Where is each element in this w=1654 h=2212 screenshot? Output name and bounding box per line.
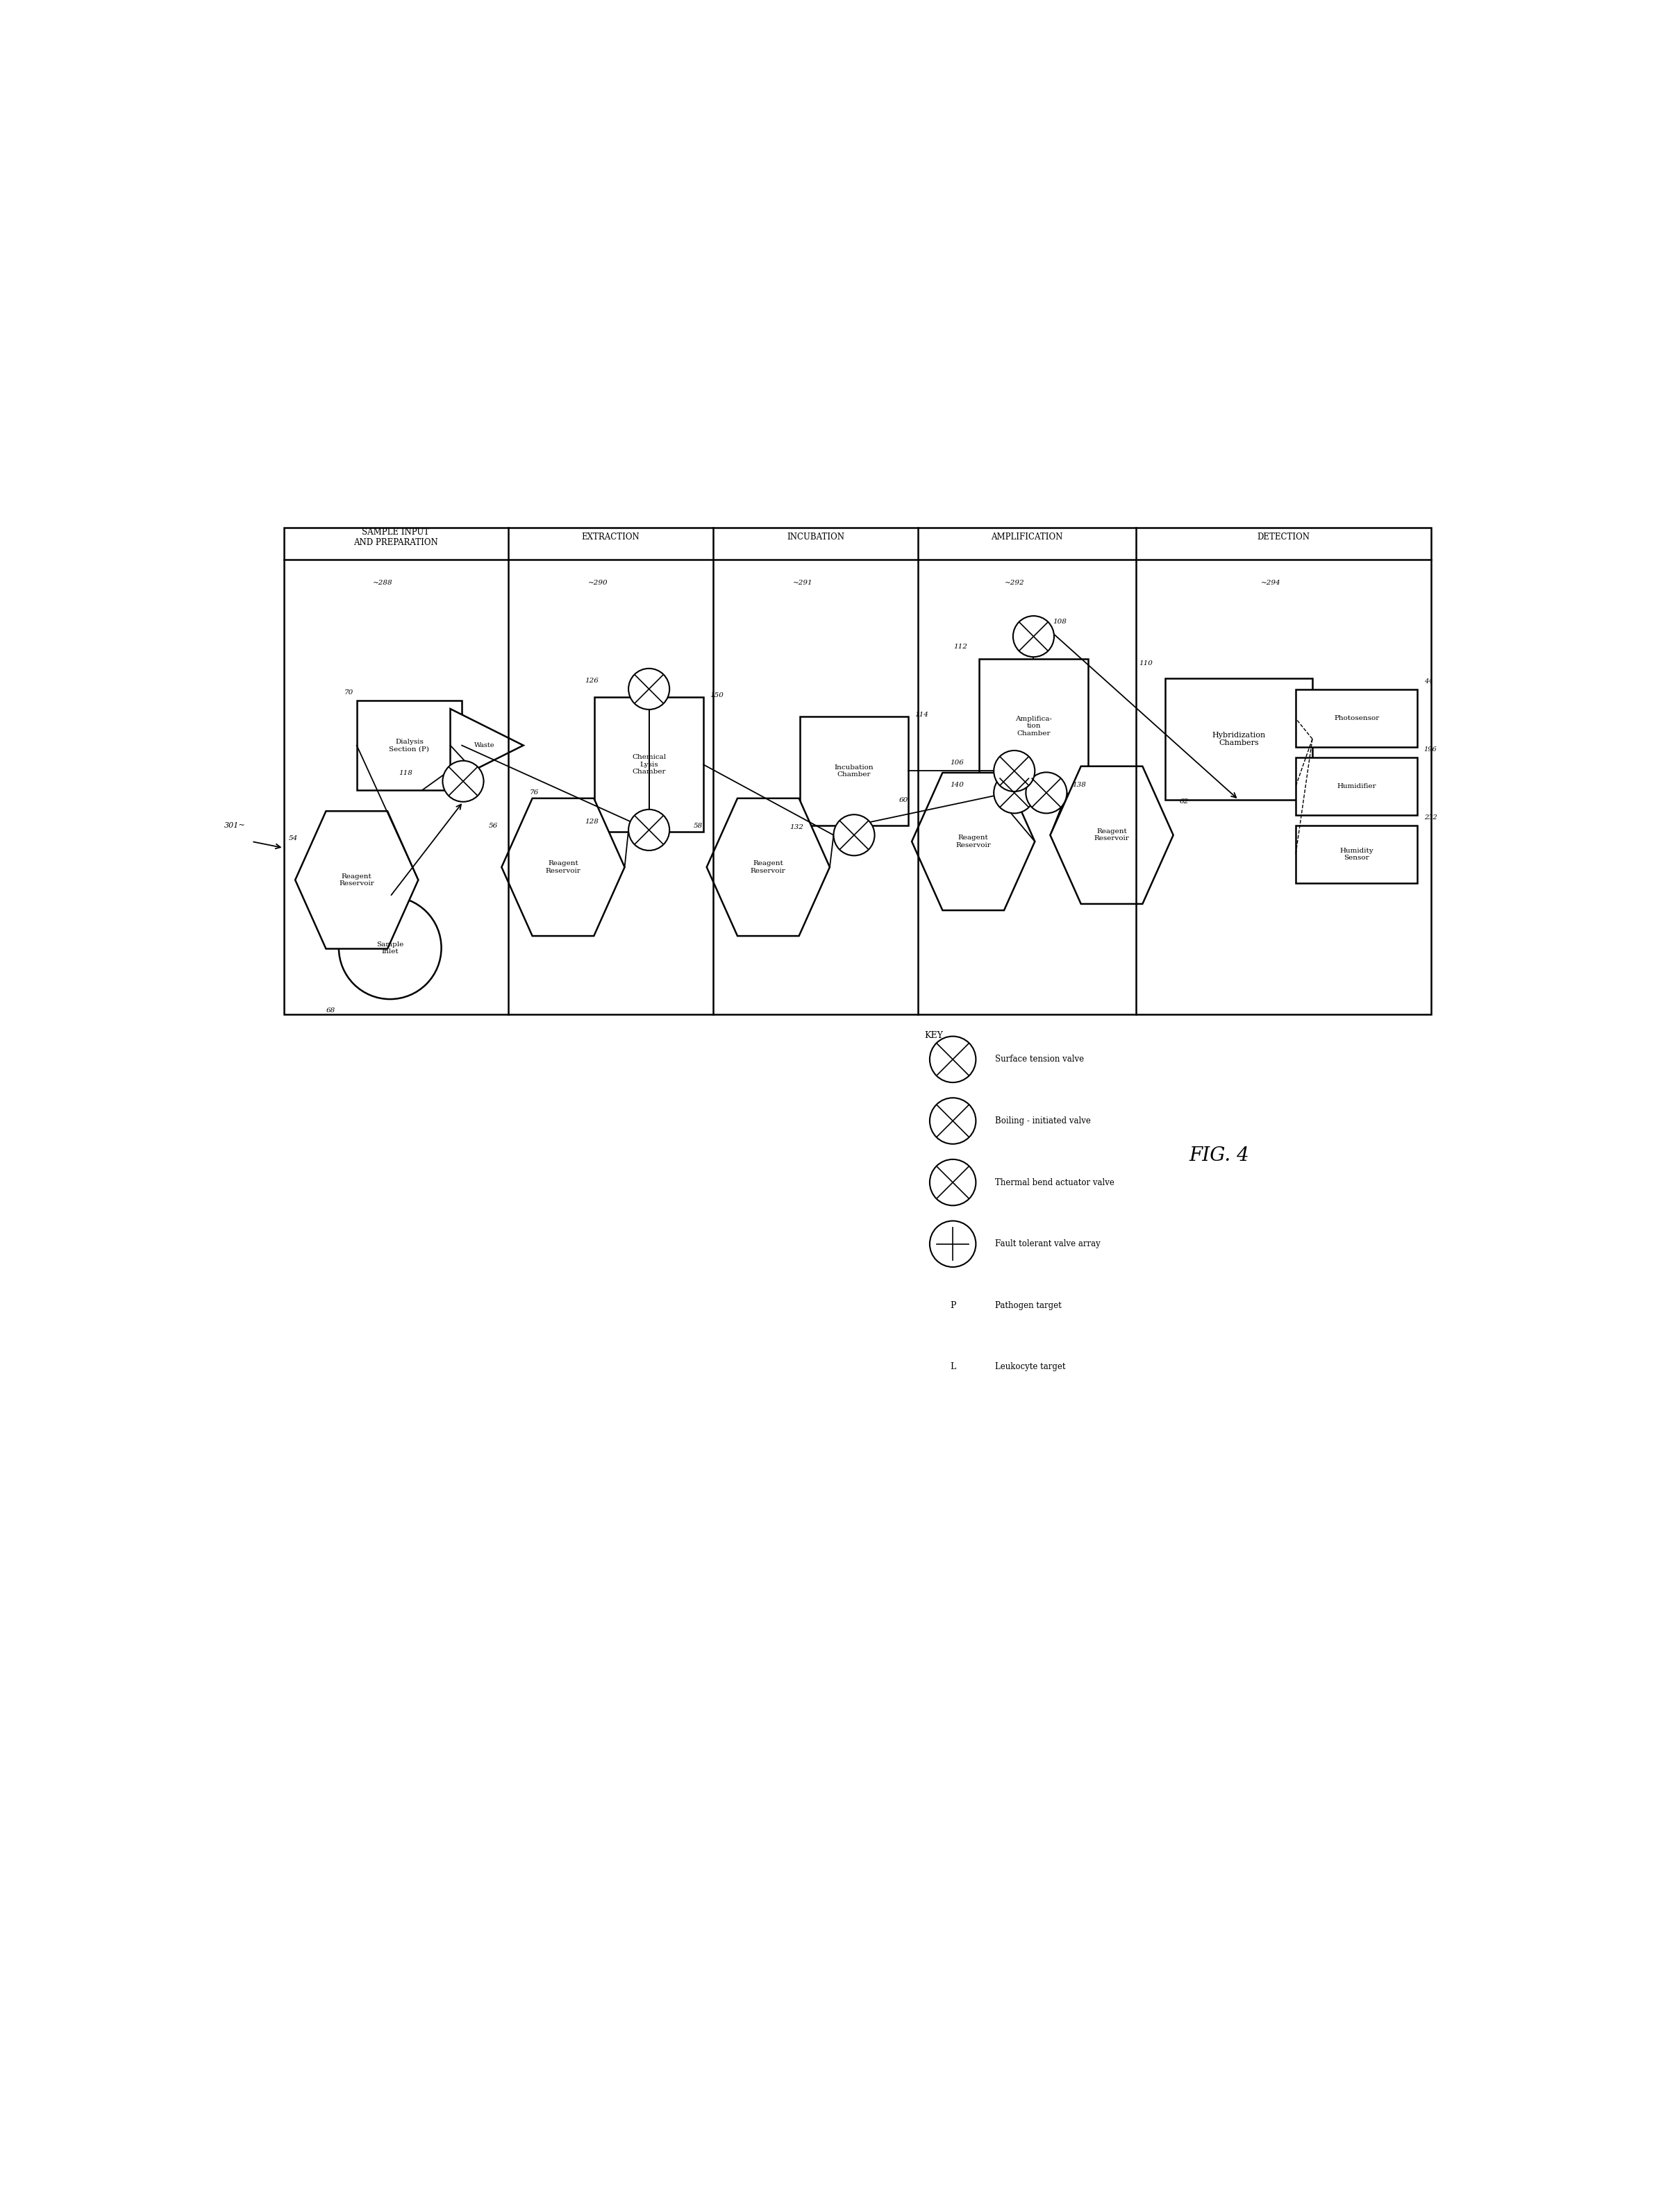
Text: Chemical
Lysis
Chamber: Chemical Lysis Chamber (632, 754, 667, 774)
Polygon shape (706, 799, 830, 936)
Circle shape (1025, 772, 1067, 814)
Text: 112: 112 (953, 644, 968, 650)
Text: ~294: ~294 (1260, 580, 1280, 586)
Text: Sample
Inlet: Sample Inlet (377, 940, 404, 956)
Text: Humidity
Sensor: Humidity Sensor (1340, 847, 1373, 860)
FancyBboxPatch shape (1295, 757, 1417, 816)
Text: KEY: KEY (925, 1031, 943, 1040)
Text: INCUBATION: INCUBATION (787, 533, 845, 542)
Circle shape (994, 750, 1035, 792)
FancyBboxPatch shape (1295, 825, 1417, 883)
Circle shape (930, 1097, 976, 1144)
Text: 114: 114 (915, 712, 930, 719)
Text: 150: 150 (710, 692, 724, 699)
Text: 108: 108 (1054, 619, 1067, 626)
Circle shape (629, 668, 670, 710)
Polygon shape (294, 812, 418, 949)
Text: Boiling - initiated valve: Boiling - initiated valve (996, 1117, 1092, 1126)
Text: 56: 56 (490, 823, 498, 830)
Text: 76: 76 (529, 790, 539, 796)
Text: Reagent
Reservoir: Reagent Reservoir (751, 860, 786, 874)
Text: SAMPLE INPUT
AND PREPARATION: SAMPLE INPUT AND PREPARATION (354, 526, 438, 546)
FancyBboxPatch shape (799, 717, 908, 825)
Text: 128: 128 (586, 818, 599, 825)
Circle shape (629, 810, 670, 849)
Text: 58: 58 (695, 823, 703, 830)
Circle shape (994, 772, 1035, 814)
Text: 126: 126 (586, 677, 599, 684)
Text: Humidifier: Humidifier (1336, 783, 1376, 790)
Text: Waste: Waste (475, 743, 495, 748)
Text: ~291: ~291 (792, 580, 812, 586)
FancyBboxPatch shape (594, 697, 703, 832)
Text: ~292: ~292 (1004, 580, 1024, 586)
FancyBboxPatch shape (357, 701, 461, 790)
Circle shape (443, 761, 483, 801)
Text: 70: 70 (344, 690, 352, 695)
Circle shape (930, 1035, 976, 1082)
FancyBboxPatch shape (283, 526, 1431, 1015)
Text: Reagent
Reservoir: Reagent Reservoir (339, 874, 374, 887)
Text: 60: 60 (900, 796, 908, 803)
Polygon shape (1050, 765, 1173, 905)
Text: Reagent
Reservoir: Reagent Reservoir (546, 860, 581, 874)
Text: Leukocyte target: Leukocyte target (996, 1363, 1065, 1371)
Text: FIG. 4: FIG. 4 (1189, 1146, 1249, 1166)
Text: 140: 140 (949, 781, 964, 787)
Text: 132: 132 (791, 823, 804, 830)
Text: Dialysis
Section (P): Dialysis Section (P) (389, 739, 430, 752)
Text: 44: 44 (1424, 679, 1432, 684)
Text: 138: 138 (1072, 781, 1085, 787)
Text: 106: 106 (949, 759, 964, 765)
Polygon shape (911, 772, 1035, 911)
Circle shape (930, 1159, 976, 1206)
Text: AMPLIFICATION: AMPLIFICATION (991, 533, 1064, 542)
Text: L: L (949, 1363, 956, 1371)
Circle shape (834, 814, 875, 856)
Text: 196: 196 (1424, 745, 1437, 752)
Text: Hybridization
Chambers: Hybridization Chambers (1212, 732, 1265, 745)
Text: 54: 54 (289, 836, 298, 841)
Circle shape (1012, 615, 1054, 657)
Text: Fault tolerant valve array: Fault tolerant valve array (996, 1239, 1100, 1248)
Polygon shape (450, 708, 523, 781)
Text: Incubation
Chamber: Incubation Chamber (834, 765, 873, 779)
FancyBboxPatch shape (1295, 690, 1417, 748)
Text: 301~: 301~ (223, 821, 245, 830)
Text: 118: 118 (399, 770, 414, 776)
FancyBboxPatch shape (1164, 679, 1312, 801)
Text: Amplifica-
tion
Chamber: Amplifica- tion Chamber (1016, 717, 1052, 737)
FancyBboxPatch shape (979, 659, 1088, 794)
Text: EXTRACTION: EXTRACTION (582, 533, 640, 542)
Text: 68: 68 (326, 1006, 336, 1013)
Text: ~288: ~288 (374, 580, 394, 586)
Text: 232: 232 (1424, 814, 1437, 821)
Text: Surface tension valve: Surface tension valve (996, 1055, 1083, 1064)
Circle shape (339, 896, 442, 1000)
Text: Thermal bend actuator valve: Thermal bend actuator valve (996, 1179, 1115, 1188)
Text: Pathogen target: Pathogen target (996, 1301, 1062, 1310)
Text: DETECTION: DETECTION (1257, 533, 1310, 542)
Text: P: P (949, 1301, 956, 1310)
Circle shape (930, 1221, 976, 1267)
Text: 110: 110 (1140, 661, 1153, 666)
Text: Reagent
Reservoir: Reagent Reservoir (956, 834, 991, 847)
Text: Photosensor: Photosensor (1333, 714, 1379, 721)
Polygon shape (501, 799, 625, 936)
Text: Reagent
Reservoir: Reagent Reservoir (1093, 827, 1130, 843)
Text: 62: 62 (1179, 799, 1189, 805)
Text: ~290: ~290 (587, 580, 607, 586)
